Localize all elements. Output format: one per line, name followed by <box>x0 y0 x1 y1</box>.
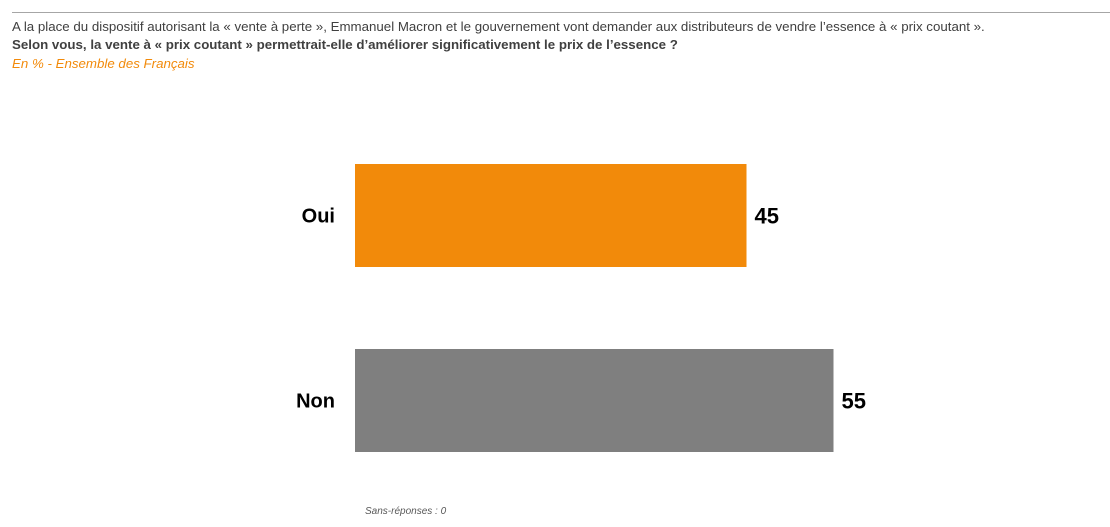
top-rule <box>12 12 1110 13</box>
value-label-non: 55 <box>842 389 866 414</box>
bar-oui <box>355 164 747 267</box>
value-label-oui: 45 <box>755 204 779 229</box>
category-label-oui: Oui <box>302 206 335 228</box>
bar-non <box>355 349 834 452</box>
no-response-note: Sans-réponses : 0 <box>365 506 447 517</box>
chart-subtitle: En % - Ensemble des Français <box>12 56 195 71</box>
category-label-non: Non <box>296 391 335 413</box>
question-text: Selon vous, la vente à « prix coutant » … <box>12 37 678 52</box>
intro-text: A la place du dispositif autorisant la «… <box>12 19 985 34</box>
